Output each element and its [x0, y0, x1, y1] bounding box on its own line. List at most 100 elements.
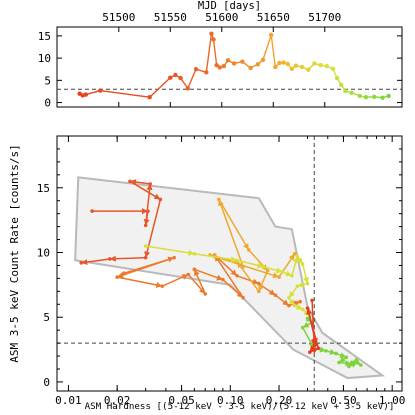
track-point	[146, 209, 150, 213]
track-point	[300, 262, 305, 266]
track-arrowhead	[153, 193, 161, 200]
bottom-x-axis-label: ASM Hardness [(5-12 keV - 3-5 keV)/(5-12…	[85, 401, 395, 412]
light-curve-segment	[270, 34, 277, 68]
track-point	[235, 273, 239, 278]
light-curve-point	[168, 75, 173, 80]
light-curve-point	[293, 63, 299, 68]
track-arrowhead	[339, 352, 347, 359]
top-y-tick-label: 10	[38, 52, 51, 65]
top-x-tick-label: 51550	[154, 11, 187, 24]
top-plot-frame	[56, 26, 403, 108]
track-point	[235, 258, 239, 263]
track-point	[295, 284, 300, 288]
light-curve-segment	[85, 89, 101, 96]
light-curve-point	[318, 63, 323, 68]
track-point	[298, 299, 302, 304]
track-arrowhead	[141, 208, 148, 215]
light-curve-segment	[262, 34, 272, 61]
bottom-x-tick-label: 0.50	[330, 394, 357, 407]
track-point	[192, 267, 197, 272]
light-curve-segment	[149, 77, 171, 98]
track-point	[143, 255, 148, 260]
light-curve-point	[178, 75, 183, 81]
light-curve-point	[299, 64, 305, 70]
track-point	[305, 281, 310, 286]
hardness-region-polygon	[74, 176, 386, 380]
track-point	[314, 342, 319, 347]
light-curve-point	[217, 65, 222, 70]
light-curve-segment	[187, 68, 197, 89]
track-segment	[218, 199, 250, 251]
top-panel: 51500 51550 51600 51650 51700 0 5 10 15 MJD [days…	[38, 0, 403, 110]
top-x-tick-label: 51650	[257, 11, 290, 24]
light-curve-point	[285, 61, 290, 67]
track-point	[241, 296, 245, 300]
track-segment	[117, 276, 163, 287]
track-point	[359, 363, 363, 367]
track-segment	[218, 199, 244, 267]
track-segment	[145, 245, 195, 255]
light-curve-segment	[100, 89, 150, 98]
light-curve-point	[273, 64, 278, 70]
track-point	[349, 362, 354, 366]
track-point	[203, 292, 208, 296]
bottom-y-tick-label: 15	[37, 182, 50, 195]
track-arrowhead	[109, 255, 116, 262]
track-point	[160, 284, 165, 288]
track-point	[355, 360, 360, 365]
track-point	[192, 251, 197, 256]
track-point	[257, 289, 261, 294]
track-point	[287, 296, 291, 300]
track-point	[221, 277, 225, 282]
light-curve-point	[185, 86, 190, 91]
bottom-x-tick-label: 0.10	[217, 394, 244, 407]
track-point	[316, 346, 321, 351]
track-point	[107, 257, 112, 261]
track-arrowhead	[296, 257, 303, 265]
light-curve-point	[363, 95, 369, 100]
track-point	[257, 281, 261, 286]
bottom-panel: 0.01 0.02 0.05 0.10 0.20 0.50 1.00 0 5 10 15 ASM Ha…	[8, 135, 406, 412]
light-curve-point	[173, 72, 178, 78]
track-arrowhead	[181, 274, 189, 280]
track-arrowhead	[302, 322, 310, 328]
track-segment	[116, 256, 175, 278]
light-curve-point	[248, 65, 253, 71]
track-point	[246, 248, 251, 252]
top-x-axis-label: MJD [days]	[198, 0, 261, 12]
light-curve-point	[339, 82, 344, 87]
light-curve-point	[221, 63, 227, 69]
light-curve-point	[98, 88, 103, 93]
track-point	[265, 268, 270, 273]
track-point	[90, 209, 94, 213]
light-curve-point	[255, 62, 261, 67]
track-point	[287, 303, 291, 308]
light-curve-point	[193, 67, 199, 72]
track-arrowhead	[288, 298, 295, 306]
track-point	[290, 273, 294, 278]
bottom-x-tick-label: 1.00	[379, 394, 406, 407]
track-segment	[311, 300, 315, 346]
light-curve-point	[277, 60, 282, 66]
top-light-curve	[77, 31, 391, 100]
light-curve-point	[357, 93, 362, 99]
track-arrowhead	[311, 348, 319, 354]
track-point	[280, 270, 285, 274]
light-curve-point	[306, 67, 311, 72]
track-point	[334, 351, 338, 356]
track-point	[310, 298, 314, 303]
track-point	[122, 271, 126, 276]
light-curve-point	[386, 93, 391, 99]
track-arrowhead	[285, 270, 292, 277]
light-curve-point	[330, 66, 336, 71]
light-curve-point	[312, 61, 317, 66]
track-arrowhead	[288, 253, 295, 261]
track-point	[148, 182, 152, 186]
bottom-plot-frame	[56, 135, 403, 392]
light-curve-point	[343, 88, 348, 94]
bottom-x-tick-label: 0.02	[104, 394, 131, 407]
track-point	[324, 349, 328, 353]
light-curve-point	[211, 37, 216, 42]
track-arrowhead	[230, 256, 238, 263]
